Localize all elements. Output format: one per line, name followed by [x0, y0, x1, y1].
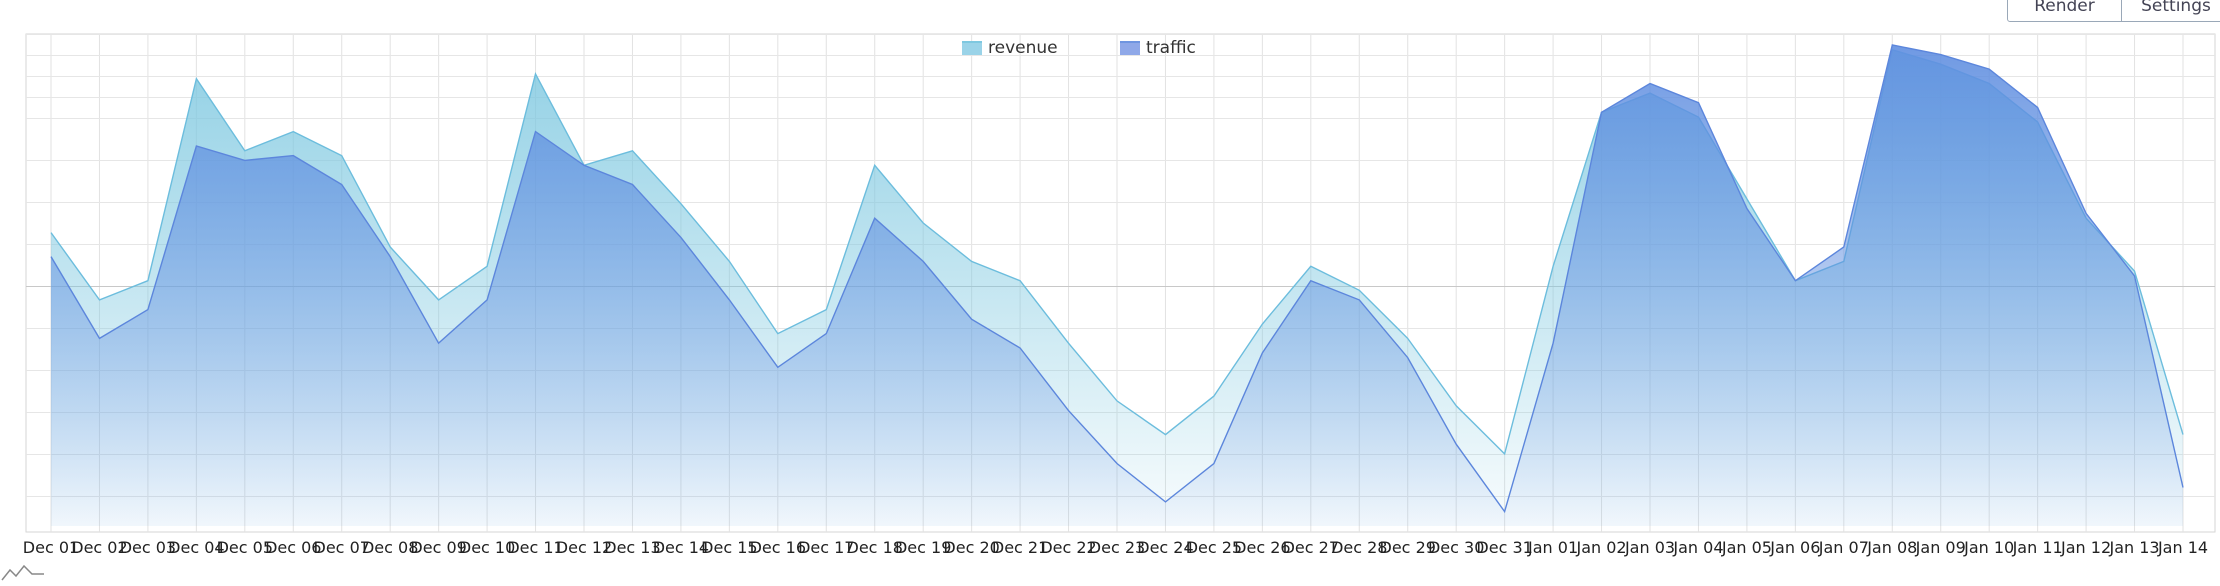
x-tick-label: Dec 19 — [894, 538, 952, 557]
x-tick-label: Dec 07 — [313, 538, 370, 557]
x-tick-label: Jan 03 — [1624, 538, 1676, 557]
x-tick-label: Dec 12 — [555, 538, 613, 557]
settings-button[interactable]: Settings — [2121, 0, 2220, 22]
x-tick-label: Jan 13 — [2109, 538, 2160, 557]
x-tick-label: Jan 14 — [2157, 538, 2209, 557]
x-tick-label: Jan 11 — [2012, 538, 2063, 557]
x-tick-label: Dec 28 — [1331, 538, 1388, 557]
x-tick-label: Dec 26 — [1234, 538, 1291, 557]
x-tick-label: Jan 12 — [2061, 538, 2112, 557]
x-tick-label: Dec 30 — [1427, 538, 1485, 557]
x-tick-label: Dec 06 — [265, 538, 322, 557]
x-tick-label: Dec 05 — [216, 538, 274, 557]
x-tick-label: Dec 16 — [749, 538, 807, 557]
x-tick-label: Dec 15 — [701, 538, 758, 557]
x-tick-label: Dec 09 — [410, 538, 467, 557]
legend-label-traffic: traffic — [1146, 38, 1196, 58]
x-tick-label: Jan 01 — [1528, 538, 1579, 557]
x-tick-label: Dec 22 — [1040, 538, 1097, 557]
x-tick-label: Dec 01 — [22, 538, 80, 557]
x-tick-label: Jan 06 — [1770, 538, 1821, 557]
x-tick-label: Dec 03 — [119, 538, 177, 557]
x-tick-label: Jan 09 — [1915, 538, 1966, 557]
x-tick-label: Dec 04 — [168, 538, 225, 557]
x-tick-label: Dec 27 — [1282, 538, 1340, 557]
x-tick-label: Dec 17 — [798, 538, 855, 557]
x-tick-label: Dec 24 — [1137, 538, 1194, 557]
x-tick-label: Dec 13 — [604, 538, 661, 557]
x-tick-label: Jan 08 — [1867, 538, 1918, 557]
line-traffic — [50, 44, 2184, 514]
x-tick-label: Jan 10 — [1964, 538, 2015, 557]
series-areas — [50, 44, 2184, 527]
mini-chart-icon — [1, 564, 44, 581]
x-tick-label: Dec 14 — [652, 538, 710, 557]
x-tick-label: Dec 25 — [1185, 538, 1243, 557]
x-tick-label: Jan 02 — [1576, 538, 1627, 557]
x-tick-label: Jan 07 — [1818, 538, 1869, 557]
x-tick-label: Dec 08 — [361, 538, 419, 557]
legend-swatch-traffic — [1120, 41, 1140, 55]
x-tick-label: Dec 29 — [1379, 538, 1436, 557]
x-tick-label: Dec 20 — [943, 538, 1000, 557]
legend-item-traffic[interactable]: traffic — [1120, 38, 1196, 58]
legend-swatch-revenue — [962, 41, 982, 55]
x-tick-label: Dec 21 — [991, 538, 1049, 557]
x-tick-label: Jan 04 — [1673, 538, 1724, 557]
area-traffic — [51, 45, 2183, 526]
x-tick-label: Dec 18 — [846, 538, 903, 557]
x-tick-label: Dec 02 — [71, 538, 128, 557]
legend-item-revenue[interactable]: revenue — [962, 38, 1058, 58]
legend-label-revenue: revenue — [988, 38, 1058, 58]
x-tick-label: Dec 31 — [1476, 538, 1533, 557]
x-tick-label: Dec 23 — [1088, 538, 1146, 557]
render-button[interactable]: Render — [2007, 0, 2122, 22]
x-tick-label: Dec 10 — [458, 538, 516, 557]
x-tick-label: Dec 11 — [507, 538, 564, 557]
x-tick-label: Jan 05 — [1721, 538, 1772, 557]
